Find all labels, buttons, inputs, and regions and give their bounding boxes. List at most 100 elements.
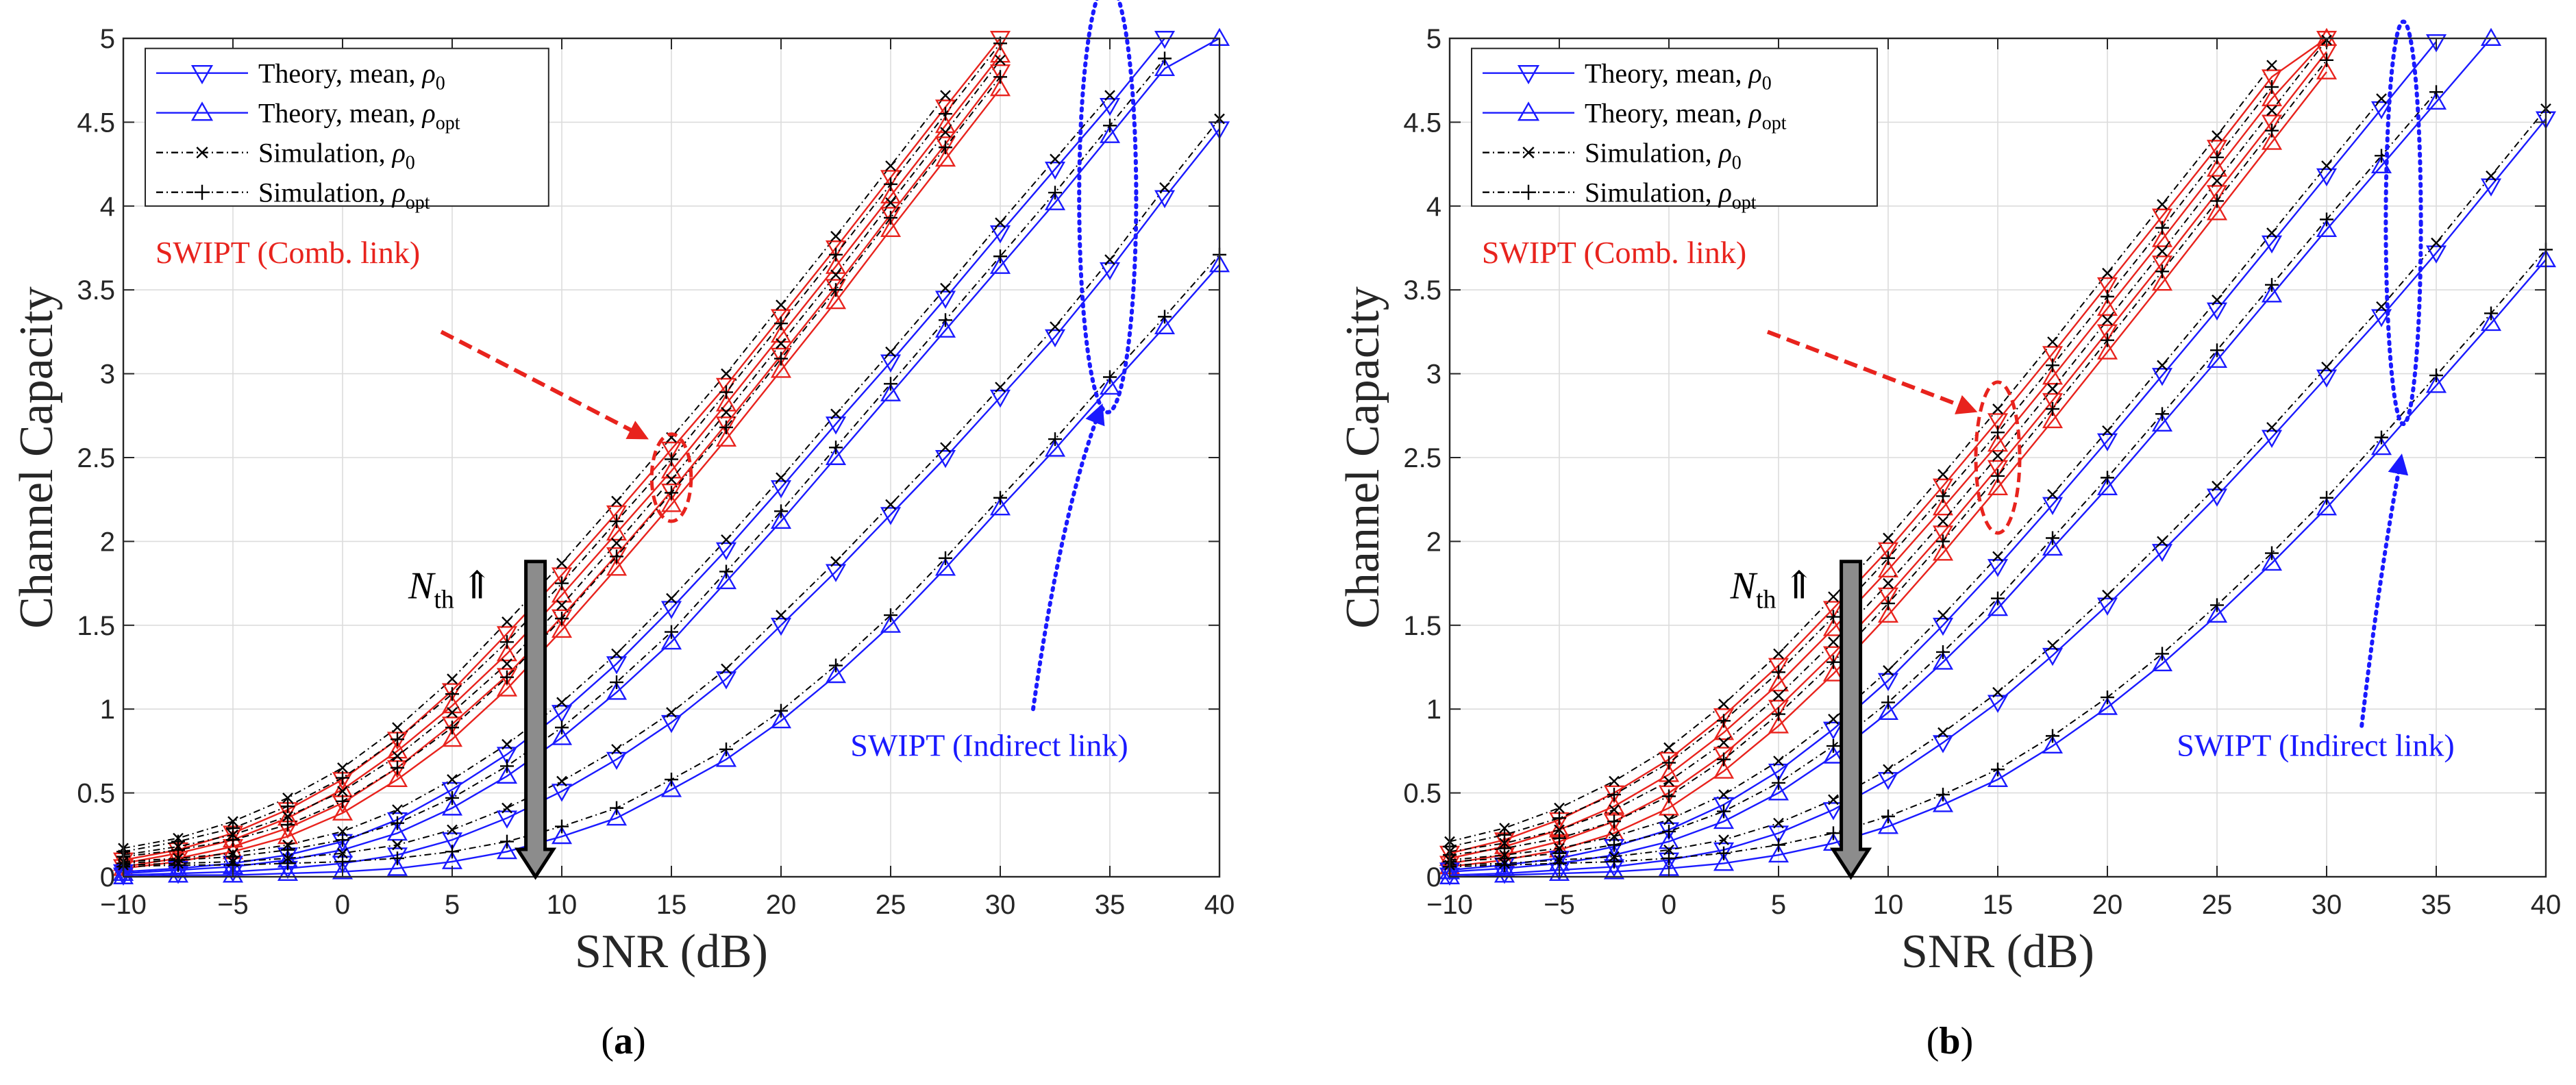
sim-point (939, 551, 952, 565)
y-tick-label: 3.5 (77, 275, 115, 305)
sim-point (2265, 277, 2279, 292)
data-point (332, 861, 354, 880)
sim-point (2155, 264, 2169, 279)
data-point (441, 716, 463, 735)
data-point (606, 522, 628, 541)
data-point (880, 219, 902, 238)
sim-point (776, 610, 787, 621)
data-point (2261, 132, 2283, 150)
data-point (934, 290, 956, 309)
sim-point (1828, 794, 1839, 806)
sim-point (556, 775, 567, 787)
x-tick-label: −5 (217, 890, 249, 920)
x-tick-label: 20 (766, 890, 797, 920)
sim-point (1554, 802, 1565, 814)
simulation-line (123, 58, 1165, 864)
sim-point (336, 833, 349, 847)
theory-line (123, 54, 1001, 864)
data-point (551, 584, 573, 603)
data-point (1154, 58, 1176, 77)
sim-point (1663, 742, 1674, 753)
legend-entry: Simulation, ρ0 (1585, 138, 1742, 174)
data-point (2425, 375, 2447, 393)
sim-point (1828, 636, 1839, 648)
data-point (2206, 604, 2228, 623)
sim-point (2046, 729, 2059, 743)
sim-point (1662, 824, 1676, 838)
y-tick-label: 4 (100, 192, 115, 222)
sim-point (1158, 51, 1172, 66)
x-tick-label: 35 (2421, 890, 2452, 920)
sim-point (2212, 130, 2222, 141)
data-point (1877, 559, 1899, 577)
data-point (2206, 158, 2228, 177)
legend-marker (1517, 101, 1540, 121)
x-tick-label: 5 (1771, 890, 1786, 920)
series-comb-0 (112, 31, 1011, 871)
data-point (496, 643, 518, 662)
data-point (1099, 125, 1121, 143)
data-point (2096, 297, 2118, 316)
data-point (386, 740, 408, 759)
sim-point (2155, 647, 2169, 661)
indirect-ellipse (2383, 19, 2423, 427)
data-point (715, 542, 737, 561)
sim-point (1048, 186, 1062, 200)
sim-point (1050, 321, 1061, 332)
data-point (2480, 27, 2502, 46)
sim-point (1663, 844, 1674, 856)
x-tick-label: 10 (1873, 890, 1904, 920)
data-point (2261, 235, 2283, 254)
sim-point (1609, 831, 1620, 843)
data-point (715, 749, 737, 767)
sim-point (555, 576, 569, 590)
sim-point (281, 818, 295, 832)
sim-point (337, 847, 348, 859)
sim-point (391, 760, 404, 775)
sim-point (226, 821, 240, 836)
sim-point (282, 793, 293, 803)
sim-point (2320, 490, 2333, 505)
legend-marker (190, 64, 214, 85)
sim-point (721, 663, 732, 675)
y-axis-label: Channel Capacity (10, 286, 63, 629)
data-point (1768, 825, 1789, 844)
data-point (2206, 302, 2228, 321)
data-point (277, 862, 299, 882)
sim-point (666, 707, 677, 718)
sim-point (610, 801, 623, 815)
data-point (1932, 794, 1954, 812)
data-point (2425, 91, 2447, 110)
data-point (2042, 537, 2064, 556)
sim-point (2375, 430, 2388, 445)
sim-point (666, 473, 677, 485)
sim-point (719, 742, 733, 756)
sim-point (1772, 775, 1785, 790)
simulation-line (123, 118, 1220, 866)
legend-marker (1521, 184, 1536, 200)
sim-point (445, 845, 459, 859)
legend-entry: Simulation, ρ0 (258, 138, 415, 174)
data-point (660, 494, 682, 512)
sim-point (2210, 194, 2224, 208)
sim-point (1881, 695, 1895, 710)
data-point (770, 360, 792, 378)
sim-point (1992, 450, 2003, 462)
sim-point (2210, 343, 2224, 358)
series-indirect-5 (1439, 27, 2502, 880)
x-tick-label: 0 (1661, 890, 1676, 920)
data-point (441, 797, 463, 816)
data-point (770, 347, 792, 366)
data-point (1713, 852, 1735, 871)
sim-point (2102, 425, 2113, 436)
data-point (1877, 701, 1899, 721)
sim-point (1992, 403, 2003, 414)
series-comb-3 (1439, 53, 2338, 875)
sim-point (830, 231, 841, 242)
sim-point (1104, 90, 1115, 101)
sim-point (555, 819, 569, 834)
x-tick-label: 15 (656, 890, 687, 920)
data-point (112, 862, 134, 882)
theory-line (1449, 259, 2547, 878)
sim-point (993, 490, 1007, 505)
